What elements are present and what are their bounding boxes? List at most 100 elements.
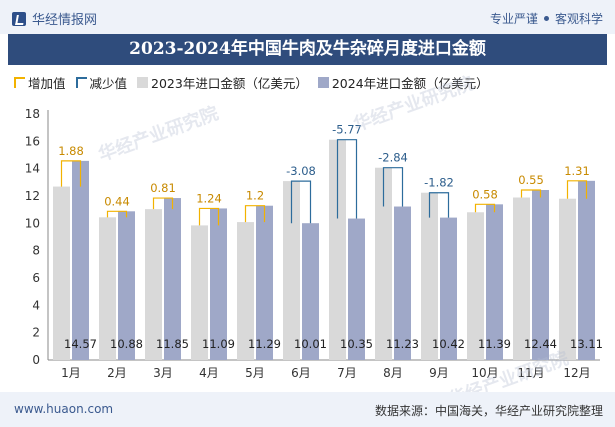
increase-bracket bbox=[198, 207, 220, 226]
x-tick-label: 7月 bbox=[337, 366, 357, 380]
y-tick-label: 18 bbox=[25, 107, 40, 121]
bar-2024 bbox=[532, 189, 549, 360]
y-tick-label: 2 bbox=[32, 326, 40, 340]
tagline-left: 专业严谨 bbox=[489, 12, 538, 26]
data-label-2024: 10.42 bbox=[432, 337, 465, 351]
legend-2024-label: 2024年进口金额（亿美元） bbox=[331, 76, 489, 91]
top-bar: 华经情报网 专业严谨 客观科学 bbox=[0, 0, 615, 34]
bar-2024 bbox=[118, 211, 135, 360]
data-label-2024: 11.29 bbox=[248, 337, 281, 351]
bar-2023 bbox=[375, 167, 392, 360]
x-tick-label: 12月 bbox=[563, 366, 590, 380]
increase-bracket bbox=[566, 180, 588, 199]
decrease-bracket bbox=[382, 167, 404, 207]
increase-bracket bbox=[152, 197, 174, 210]
tagline: 专业严谨 客观科学 bbox=[490, 10, 603, 27]
y-tick-label: 4 bbox=[32, 298, 40, 312]
decrease-bracket bbox=[290, 180, 312, 224]
brand[interactable]: 华经情报网 bbox=[12, 9, 97, 28]
x-tick-label: 10月 bbox=[471, 366, 498, 380]
change-label: 1.2 bbox=[246, 189, 264, 203]
y-tick-label: 12 bbox=[25, 189, 40, 203]
bar-2023 bbox=[237, 222, 254, 360]
change-label: 0.81 bbox=[150, 181, 176, 195]
data-label-2024: 11.85 bbox=[156, 337, 189, 351]
change-label: 1.88 bbox=[58, 144, 84, 158]
data-label-2024: 12.44 bbox=[524, 337, 557, 351]
bar-2023 bbox=[191, 225, 208, 360]
y-tick-label: 8 bbox=[32, 244, 40, 258]
x-tick-label: 11月 bbox=[517, 366, 544, 380]
data-label-2024: 10.35 bbox=[340, 337, 373, 351]
data-label-2024: 11.23 bbox=[386, 337, 419, 351]
decrease-swatch-icon bbox=[75, 77, 87, 88]
legend-decrease: 减少值 bbox=[75, 73, 128, 92]
x-tick-label: 4月 bbox=[199, 366, 219, 380]
bar-2023 bbox=[329, 139, 346, 360]
bar-2023 bbox=[99, 217, 116, 360]
x-tick-label: 2月 bbox=[107, 366, 127, 380]
legend-increase-label: 增加值 bbox=[28, 76, 66, 91]
change-label: -1.82 bbox=[424, 176, 454, 190]
y-tick-label: 10 bbox=[25, 216, 40, 230]
bar-2024 bbox=[440, 217, 457, 360]
series-2024-swatch-icon bbox=[317, 77, 329, 88]
y-tick-label: 6 bbox=[32, 271, 40, 285]
bar-2024 bbox=[302, 223, 319, 360]
chart-title: 2023-2024年中国牛肉及牛杂碎月度进口金额 bbox=[8, 34, 607, 65]
chart-plot: 0 2 4 6 8 10 12 14 16 18 1月 14.57 1.88 2月 10.88 0.44 3月 1… bbox=[25, 107, 603, 380]
x-tick-label: 8月 bbox=[383, 366, 403, 380]
bar-2024 bbox=[210, 208, 227, 360]
footer: www.huaon.com 数据来源：中国海关，华经产业研究院整理 bbox=[0, 392, 615, 427]
legend-2023-label: 2023年进口金额（亿美元） bbox=[151, 76, 308, 91]
change-label: -2.84 bbox=[378, 151, 408, 165]
series-2023-swatch-icon bbox=[137, 77, 149, 88]
increase-swatch-icon bbox=[14, 77, 25, 88]
change-label: 0.55 bbox=[518, 173, 544, 187]
bar-2023 bbox=[421, 192, 438, 360]
bar-2024 bbox=[578, 180, 595, 360]
tagline-right: 客观科学 bbox=[554, 12, 603, 26]
data-label-2024: 10.01 bbox=[294, 337, 327, 351]
increase-bracket bbox=[244, 205, 266, 223]
increase-bracket bbox=[106, 210, 128, 218]
legend-increase: 增加值 bbox=[14, 73, 66, 92]
y-tick-label: 0 bbox=[32, 353, 40, 367]
footer-url[interactable]: www.huaon.com bbox=[14, 402, 114, 416]
change-label: 1.31 bbox=[564, 164, 590, 178]
footer-source: 数据来源：中国海关，华经产业研究院整理 bbox=[374, 404, 603, 418]
bar-2024 bbox=[486, 204, 503, 360]
bar-2023 bbox=[513, 197, 530, 360]
bar-2023 bbox=[145, 209, 162, 360]
bar-2024 bbox=[394, 206, 411, 360]
change-label: -3.08 bbox=[286, 164, 316, 178]
increase-bracket bbox=[60, 160, 82, 187]
y-tick-label: 16 bbox=[25, 134, 40, 148]
x-tick-label: 5月 bbox=[245, 366, 265, 380]
decrease-bracket bbox=[336, 139, 358, 219]
data-label-2024: 11.39 bbox=[478, 337, 511, 351]
x-tick-label: 6月 bbox=[291, 366, 311, 380]
data-label-2024: 14.57 bbox=[64, 337, 97, 351]
bar-2024 bbox=[348, 218, 365, 360]
legend-2024: 2024年进口金额（亿美元） bbox=[317, 73, 489, 92]
legend-2023: 2023年进口金额（亿美元） bbox=[137, 73, 308, 92]
bar-2023 bbox=[283, 181, 300, 360]
bar-2023 bbox=[467, 212, 484, 360]
y-tick-label: 14 bbox=[25, 162, 40, 176]
bar-2024 bbox=[164, 198, 181, 360]
bar-2024 bbox=[72, 160, 89, 360]
legend-decrease-label: 减少值 bbox=[89, 76, 128, 91]
data-label-2024: 11.09 bbox=[202, 337, 235, 351]
change-label: -5.77 bbox=[332, 123, 362, 137]
bar-2024 bbox=[256, 205, 273, 360]
dot-icon bbox=[543, 16, 549, 21]
data-label-2024: 10.88 bbox=[110, 337, 143, 351]
x-tick-label: 3月 bbox=[153, 366, 173, 380]
brand-name: 华经情报网 bbox=[32, 13, 98, 28]
decrease-bracket bbox=[428, 192, 450, 218]
x-tick-label: 1月 bbox=[61, 366, 81, 380]
data-label-2024: 13.11 bbox=[570, 337, 603, 351]
change-label: 0.58 bbox=[472, 187, 498, 201]
bar-2023 bbox=[53, 186, 70, 360]
